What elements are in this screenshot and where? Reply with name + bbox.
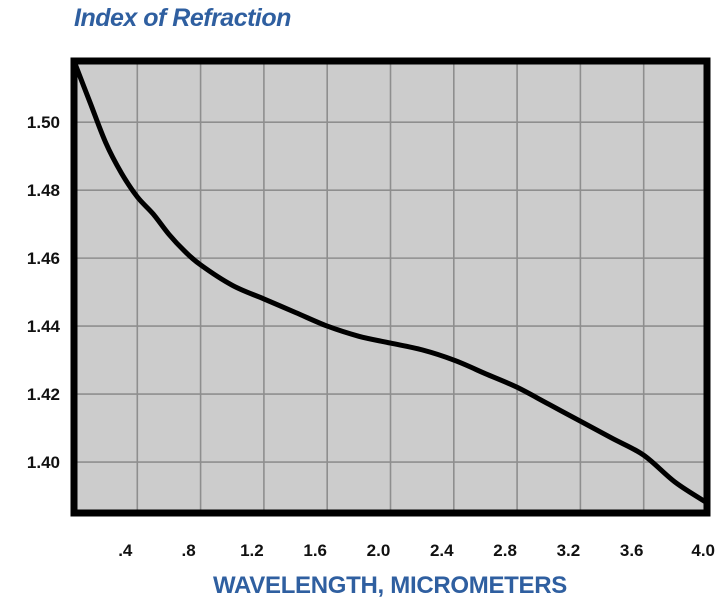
series-line bbox=[71, 58, 710, 506]
plot-frame bbox=[70, 57, 711, 517]
x-tick-label: 4.0 bbox=[691, 541, 715, 560]
x-tick-label: 1.6 bbox=[303, 541, 327, 560]
y-tick-label: 1.46 bbox=[27, 249, 60, 268]
x-tick-label: 1.2 bbox=[240, 541, 264, 560]
grid bbox=[74, 61, 708, 513]
x-tick-label: .8 bbox=[182, 541, 196, 560]
x-axis-label: WAVELENGTH, MICROMETERS bbox=[213, 572, 567, 599]
y-tick-label: 1.50 bbox=[27, 113, 60, 132]
y-tick-label: 1.48 bbox=[27, 181, 60, 200]
x-tick-label: .4 bbox=[118, 541, 133, 560]
x-axis-ticks: .4 .8 1.2 1.6 2.0 2.4 2.8 3.2 3.6 4.0 bbox=[118, 541, 715, 560]
y-tick-label: 1.40 bbox=[27, 453, 60, 472]
x-tick-label: 3.2 bbox=[557, 541, 581, 560]
x-tick-label: 2.0 bbox=[367, 541, 391, 560]
x-tick-label: 2.4 bbox=[430, 541, 454, 560]
chart-title: Index of Refraction bbox=[74, 4, 291, 32]
x-tick-label: 2.8 bbox=[493, 541, 517, 560]
y-tick-label: 1.44 bbox=[27, 317, 61, 336]
y-tick-label: 1.42 bbox=[27, 385, 60, 404]
y-axis-ticks: 1.40 1.42 1.44 1.46 1.48 1.50 bbox=[27, 113, 61, 472]
x-tick-label: 3.6 bbox=[620, 541, 644, 560]
